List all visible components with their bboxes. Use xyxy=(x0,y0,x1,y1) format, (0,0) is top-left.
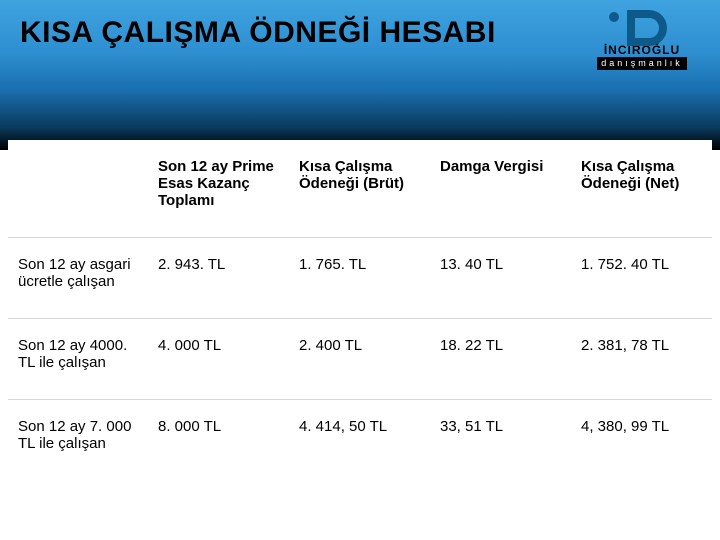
table-header-cell: Kısa Çalışma Ödeneği (Net) xyxy=(571,140,712,238)
header: KISA ÇALIŞMA ÖDNEĞİ HESABI İNCİROĞLU dan… xyxy=(0,0,720,150)
table-row: Son 12 ay 7. 000 TL ile çalışan 8. 000 T… xyxy=(8,400,712,481)
table-row-label: Son 12 ay 7. 000 TL ile çalışan xyxy=(8,400,148,481)
table-header-cell: Damga Vergisi xyxy=(430,140,571,238)
table-cell: 2. 381, 78 TL xyxy=(571,319,712,400)
table-cell: 18. 22 TL xyxy=(430,319,571,400)
calculation-table: Son 12 ay Prime Esas Kazanç Toplamı Kısa… xyxy=(8,140,712,480)
table-header-cell: Son 12 ay Prime Esas Kazanç Toplamı xyxy=(148,140,289,238)
table-header-empty xyxy=(8,140,148,238)
table-cell: 8. 000 TL xyxy=(148,400,289,481)
table-cell: 2. 943. TL xyxy=(148,238,289,319)
table-row: Son 12 ay 4000. TL ile çalışan 4. 000 TL… xyxy=(8,319,712,400)
page-title: KISA ÇALIŞMA ÖDNEĞİ HESABI xyxy=(20,16,496,50)
brand-logo-sub: danışmanlık xyxy=(597,57,687,70)
table-row-label: Son 12 ay asgari ücretle çalışan xyxy=(8,238,148,319)
table-cell: 4, 380, 99 TL xyxy=(571,400,712,481)
table-header-row: Son 12 ay Prime Esas Kazanç Toplamı Kısa… xyxy=(8,140,712,238)
table-header-cell: Kısa Çalışma Ödeneği (Brüt) xyxy=(289,140,430,238)
brand-logo-icon xyxy=(607,10,677,41)
table-cell: 4. 000 TL xyxy=(148,319,289,400)
table-cell: 1. 765. TL xyxy=(289,238,430,319)
table-row: Son 12 ay asgari ücretle çalışan 2. 943.… xyxy=(8,238,712,319)
table-cell: 2. 400 TL xyxy=(289,319,430,400)
table-cell: 13. 40 TL xyxy=(430,238,571,319)
table-row-label: Son 12 ay 4000. TL ile çalışan xyxy=(8,319,148,400)
table-cell: 4. 414, 50 TL xyxy=(289,400,430,481)
brand-logo: İNCİROĞLU danışmanlık xyxy=(582,10,702,70)
table-cell: 33, 51 TL xyxy=(430,400,571,481)
table-cell: 1. 752. 40 TL xyxy=(571,238,712,319)
